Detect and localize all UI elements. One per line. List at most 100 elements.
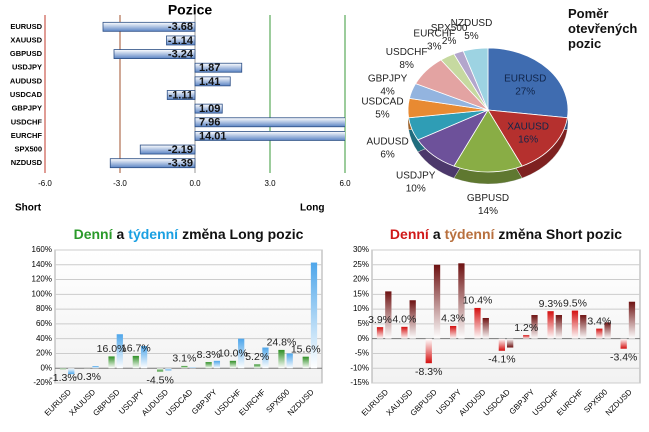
y-tick-label: XAUUSD	[10, 35, 42, 44]
slice-label: USDCHF 8%	[386, 46, 428, 70]
value-label: 24.8%	[267, 337, 297, 349]
bar	[425, 338, 432, 364]
slice-label: SPX500 2%	[431, 23, 468, 47]
bar	[498, 338, 505, 351]
bar	[132, 355, 139, 369]
slice-name: AUDUSD	[366, 136, 408, 147]
slice-name: NZDUSD	[451, 18, 493, 29]
x-tick-label: USDCAD	[482, 387, 512, 417]
slice-name: XAUUSD	[507, 121, 549, 132]
y-tick-label: 25%	[353, 260, 369, 269]
bar	[139, 144, 196, 155]
bar	[194, 103, 223, 114]
bar	[116, 334, 123, 369]
x-tick-label: EURCHF	[237, 387, 267, 417]
y-tick-label: 60%	[36, 319, 52, 328]
bar	[482, 317, 489, 339]
bar	[523, 335, 530, 339]
y-tick-label: 30%	[353, 245, 369, 254]
y-tick-label: USDCAD	[10, 90, 43, 99]
value-label: 1.87	[199, 62, 220, 74]
title-part: a	[433, 226, 441, 242]
value-label: -8.3%	[415, 366, 442, 378]
slice-value: 16%	[518, 134, 538, 145]
title-part: změna Short pozic	[498, 226, 622, 242]
bar	[531, 315, 538, 339]
title-part: týdenní	[128, 226, 179, 242]
slice-value: 8%	[399, 59, 414, 70]
bar	[59, 368, 67, 370]
y-tick-label: 160%	[32, 245, 52, 254]
y-tick-label: SPX500	[14, 145, 42, 154]
bar	[458, 263, 465, 339]
value-label: -3.4%	[610, 351, 637, 363]
value-label: -1.3%	[49, 372, 76, 384]
slice	[487, 109, 568, 167]
bar	[547, 311, 554, 339]
x-tick-label: -6.0	[38, 179, 52, 188]
y-tick-label: 15%	[353, 289, 369, 298]
bar	[238, 338, 245, 369]
value-label: 10.0%	[218, 348, 248, 360]
slice-name: SPX500	[431, 23, 468, 34]
bar	[254, 364, 261, 369]
value-label: 4.3%	[441, 313, 465, 325]
slice	[462, 47, 489, 111]
bar	[113, 49, 196, 59]
slice-value: 27%	[515, 86, 535, 97]
bar	[189, 367, 196, 369]
value-label: 14.01	[199, 130, 227, 142]
value-label: 16.0%	[97, 343, 127, 355]
value-label: 1.41	[199, 76, 220, 88]
bar	[194, 117, 345, 128]
slice-name: GBPUSD	[467, 192, 509, 203]
bar	[286, 353, 293, 369]
y-tick-label: 120%	[32, 275, 52, 284]
slice-label: GBPJPY 4%	[368, 73, 408, 97]
title-part: a	[116, 226, 124, 242]
value-label: 15.6%	[291, 343, 321, 355]
bar	[109, 158, 196, 169]
value-label: -0.3%	[74, 371, 101, 383]
title-part: Denní	[74, 226, 114, 242]
slice-value: 4%	[380, 86, 395, 97]
slice-value: 3%	[427, 41, 442, 52]
slice-value: 5%	[375, 109, 390, 120]
slice-label: XAUUSD 16%	[507, 121, 549, 145]
plot-area	[54, 249, 323, 384]
y-tick-label: EURUSD	[10, 22, 42, 31]
bar	[140, 346, 148, 369]
slice-name: GBPJPY	[368, 73, 408, 84]
y-tick-label: USDCHF	[11, 117, 43, 126]
y-tick-label: EURCHF	[11, 131, 43, 140]
bar	[205, 362, 212, 369]
value-label: 9.3%	[539, 298, 563, 310]
value-label: 3.9%	[368, 314, 392, 326]
slice-label: USDJPY 10%	[396, 170, 436, 194]
slice	[487, 47, 569, 119]
y-tick-label: -15%	[350, 378, 369, 387]
y-tick-label: 10%	[353, 304, 369, 313]
slice-label: USDCAD 5%	[361, 96, 403, 120]
chart-title: Denní a týdenní změna Long pozic	[74, 226, 304, 242]
value-label: 16.7%	[121, 343, 151, 355]
value-label: 7.96	[199, 117, 220, 129]
bar	[181, 365, 188, 369]
slice-value: 6%	[380, 149, 395, 160]
slice-name: USDCHF	[386, 46, 428, 57]
slice-name: EURUSD	[504, 73, 546, 84]
value-label: 3.4%	[587, 315, 611, 327]
bar	[433, 264, 441, 339]
title-part: změna Long pozic	[182, 226, 304, 242]
bar	[156, 368, 164, 372]
y-tick-label: 100%	[32, 289, 52, 298]
bar	[474, 307, 481, 339]
bar	[229, 360, 237, 369]
bar	[449, 325, 457, 339]
y-tick-label: 140%	[32, 260, 52, 269]
slice-label: EURUSD 27%	[504, 73, 546, 97]
y-tick-label: 40%	[36, 334, 52, 343]
bar	[102, 21, 196, 32]
value-label: 1.2%	[514, 322, 538, 334]
slice-value: 5%	[464, 31, 479, 42]
